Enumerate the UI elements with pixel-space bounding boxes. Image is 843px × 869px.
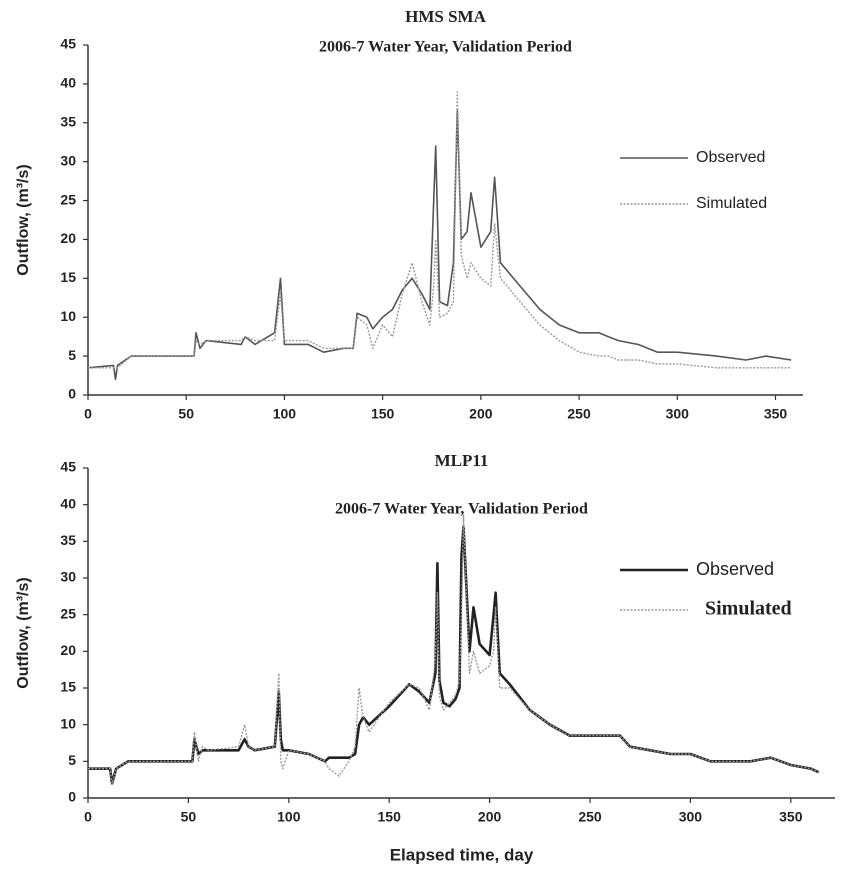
y-tick-label: 25: [60, 605, 76, 621]
y-tick-label: 35: [60, 113, 76, 129]
series-line: [88, 515, 820, 784]
chart-title: HMS SMA: [405, 7, 486, 26]
y-tick-label: 10: [60, 308, 76, 324]
x-tick-label: 50: [178, 406, 194, 422]
y-tick-label: 0: [68, 789, 76, 805]
x-tick-label: 0: [84, 809, 92, 825]
y-tick-label: 5: [68, 752, 76, 768]
x-axis-label: Elapsed time, day: [390, 845, 534, 864]
x-tick-label: 350: [779, 809, 803, 825]
series-line: [87, 110, 792, 381]
chart-subtitle: 2006-7 Water Year, Validation Period: [335, 501, 588, 518]
y-axis-label: Outflow, (m³/s): [15, 577, 32, 688]
y-tick-label: 35: [60, 532, 76, 548]
x-tick-label: 150: [378, 809, 402, 825]
y-tick-label: 40: [60, 75, 76, 91]
y-tick-label: 45: [60, 36, 76, 52]
x-tick-label: 100: [273, 406, 297, 422]
x-tick-label: 200: [469, 406, 493, 422]
y-tick-label: 20: [60, 230, 76, 246]
y-tick-label: 5: [68, 347, 76, 363]
legend-label: Simulated: [696, 195, 767, 212]
legend-label: Simulated: [705, 598, 792, 620]
chart-subtitle: 2006-7 Water Year, Validation Period: [319, 39, 572, 56]
x-tick-label: 300: [666, 406, 690, 422]
y-tick-label: 10: [60, 715, 76, 731]
y-axis-label: Outflow, (m³/s): [15, 164, 32, 275]
x-tick-label: 300: [679, 809, 703, 825]
y-tick-label: 25: [60, 191, 76, 207]
series-line: [88, 91, 792, 369]
y-tick-label: 15: [60, 269, 76, 285]
y-tick-label: 30: [60, 152, 76, 168]
legend-label: Observed: [696, 149, 765, 166]
x-tick-label: 250: [578, 809, 602, 825]
y-tick-label: 0: [68, 386, 76, 402]
x-tick-label: 250: [567, 406, 591, 422]
y-tick-label: 40: [60, 495, 76, 511]
y-tick-label: 45: [60, 459, 76, 475]
x-tick-label: 200: [478, 809, 502, 825]
legend-label: Observed: [696, 559, 774, 579]
y-tick-label: 15: [60, 679, 76, 695]
y-tick-label: 20: [60, 642, 76, 658]
x-tick-label: 100: [277, 809, 301, 825]
y-tick-label: 30: [60, 569, 76, 585]
x-tick-label: 0: [84, 406, 92, 422]
x-tick-label: 350: [764, 406, 788, 422]
x-tick-label: 50: [181, 809, 197, 825]
chart-title: MLP11: [435, 451, 489, 470]
x-tick-label: 150: [371, 406, 395, 422]
series-line: [88, 525, 820, 785]
